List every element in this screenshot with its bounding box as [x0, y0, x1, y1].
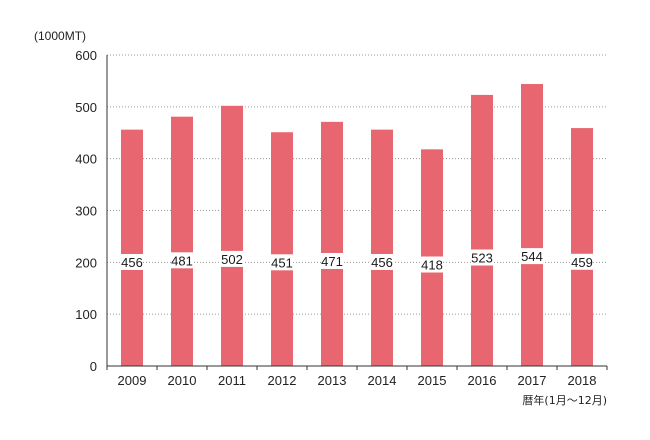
- data-label-2017: 544: [521, 249, 543, 264]
- x-axis-ticks: 2009 2010 2011 2012 2013 2014 2015 2016 2017 2018: [106, 366, 608, 388]
- x-tick-label-2012: 2012: [268, 373, 297, 388]
- x-tick-label-2010: 2010: [168, 373, 197, 388]
- data-label-2009: 456: [121, 255, 143, 270]
- data-label-bg-2011: [221, 250, 243, 267]
- bar-2012: [271, 132, 293, 366]
- bar-2010: [171, 116, 193, 366]
- x-tick-label-2013: 2013: [318, 373, 347, 388]
- bar-2017: [521, 84, 543, 366]
- bar-2014: [371, 129, 393, 366]
- data-label-bg-2015: [421, 256, 443, 273]
- data-label-2014: 456: [371, 255, 393, 270]
- bars: [121, 84, 593, 367]
- bar-2011: [221, 105, 243, 367]
- y-axis-unit-label: (1000MT): [34, 29, 86, 43]
- gridlines: [107, 54, 607, 315]
- bar-2013: [321, 121, 343, 367]
- y-tick-label-200: 200: [75, 255, 97, 270]
- data-label-2012: 451: [271, 255, 293, 270]
- data-label-bg-2009: [121, 253, 143, 270]
- data-label-bg-2012: [271, 254, 293, 271]
- y-axis-ticks: 0 100 200 300 400 500 600: [75, 48, 97, 374]
- data-label-bg-2013: [321, 252, 343, 269]
- data-label-bg-2010: [171, 252, 193, 269]
- data-label-bg-2014: [371, 253, 393, 270]
- y-tick-label-100: 100: [75, 307, 97, 322]
- x-axis-label: 暦年(1月〜12月): [522, 393, 607, 407]
- data-label-2013: 471: [321, 254, 343, 269]
- y-tick-label-500: 500: [75, 100, 97, 115]
- data-label-2011: 502: [221, 252, 243, 267]
- y-tick-label-600: 600: [75, 48, 97, 63]
- x-tick-label-2016: 2016: [468, 373, 497, 388]
- data-label-2016: 523: [471, 251, 493, 266]
- data-labels: 456 481 502 451 471 456 418 523 544 459: [121, 248, 593, 273]
- x-tick-label-2017: 2017: [518, 373, 547, 388]
- bar-2009: [121, 129, 143, 366]
- x-tick-label-2018: 2018: [568, 373, 597, 388]
- y-tick-label-0: 0: [90, 359, 97, 374]
- x-tick-label-2011: 2011: [218, 373, 246, 388]
- data-label-2010: 481: [171, 253, 193, 268]
- data-label-2015: 418: [421, 258, 443, 273]
- data-label-2018: 459: [571, 255, 593, 270]
- x-tick-label-2009: 2009: [118, 373, 147, 388]
- bar-2018: [571, 128, 593, 366]
- data-label-bg-2017: [521, 248, 543, 265]
- y-tick-label-400: 400: [75, 152, 97, 167]
- x-tick-label-2015: 2015: [418, 373, 447, 388]
- bar-2016: [471, 94, 493, 366]
- y-tick-label-300: 300: [75, 204, 97, 219]
- data-label-bg-2018: [571, 253, 593, 270]
- x-tick-label-2014: 2014: [368, 373, 397, 388]
- data-label-bg-2016: [471, 249, 493, 266]
